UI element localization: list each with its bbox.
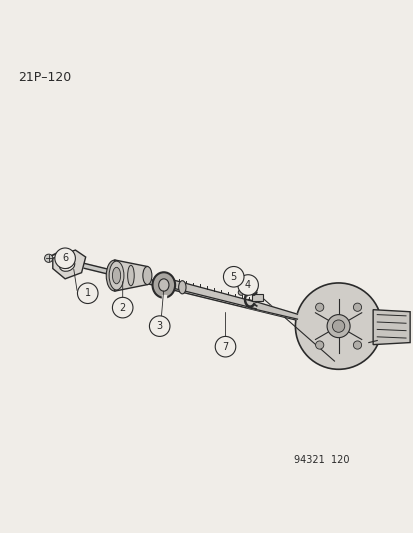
Circle shape	[45, 254, 53, 262]
Polygon shape	[114, 260, 147, 291]
Polygon shape	[372, 310, 409, 345]
Text: 3: 3	[156, 321, 162, 331]
Ellipse shape	[59, 259, 75, 271]
Circle shape	[77, 283, 98, 303]
Circle shape	[237, 289, 243, 295]
Text: 6: 6	[62, 253, 68, 263]
Ellipse shape	[178, 281, 185, 294]
Polygon shape	[161, 295, 166, 300]
Text: 2: 2	[119, 303, 126, 313]
Ellipse shape	[127, 265, 134, 286]
Circle shape	[332, 320, 344, 332]
Circle shape	[353, 341, 361, 349]
Ellipse shape	[109, 261, 123, 290]
Circle shape	[215, 336, 235, 357]
Polygon shape	[53, 250, 85, 279]
Text: 21P–120: 21P–120	[18, 71, 71, 84]
Polygon shape	[247, 300, 297, 319]
Ellipse shape	[152, 272, 175, 298]
Circle shape	[223, 266, 243, 287]
Circle shape	[237, 274, 258, 295]
Text: 7: 7	[222, 342, 228, 352]
Circle shape	[295, 283, 381, 369]
Circle shape	[149, 316, 170, 336]
Circle shape	[353, 303, 361, 311]
Circle shape	[315, 341, 323, 349]
Ellipse shape	[158, 279, 169, 291]
Ellipse shape	[106, 260, 122, 291]
Ellipse shape	[112, 268, 120, 284]
Text: 94321  120: 94321 120	[294, 455, 349, 465]
Circle shape	[315, 303, 323, 311]
Text: 5: 5	[230, 272, 236, 282]
Polygon shape	[172, 280, 256, 309]
Polygon shape	[252, 294, 262, 302]
Text: 4: 4	[244, 280, 251, 290]
Ellipse shape	[142, 266, 152, 285]
Text: 1: 1	[85, 288, 90, 298]
Circle shape	[55, 248, 75, 269]
Polygon shape	[83, 263, 297, 320]
Circle shape	[112, 297, 133, 318]
Circle shape	[326, 314, 349, 337]
